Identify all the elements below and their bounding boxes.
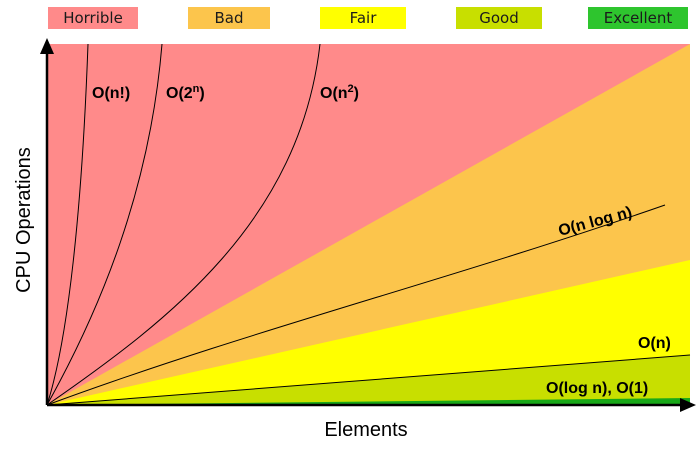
label-linear: O(n) [638,335,671,352]
x-axis-arrow [680,398,696,412]
legend-fair: Fair [320,7,406,29]
label-quadratic: O(n2) [320,83,359,102]
legend-horrible: Horrible [48,7,138,29]
curve-linear [46,354,691,406]
legend: Horrible Bad Fair Good Excellent [0,0,700,36]
x-axis-title: Elements [324,419,407,441]
legend-bad: Bad [188,7,270,29]
y-axis-title: CPU Operations [13,147,35,293]
label-log-constant: O(log n), O(1) [546,380,648,397]
y-axis-arrow [40,38,54,54]
label-exponential: O(2n) [166,83,205,102]
legend-good: Good [456,7,542,29]
legend-excellent: Excellent [588,7,688,29]
curve-exponential [46,43,163,406]
curve-nlogn [46,204,666,406]
label-factorial: O(n!) [92,85,130,102]
curve-factorial [46,43,89,406]
curve-quadratic [46,43,321,406]
region-excellent [47,398,690,405]
